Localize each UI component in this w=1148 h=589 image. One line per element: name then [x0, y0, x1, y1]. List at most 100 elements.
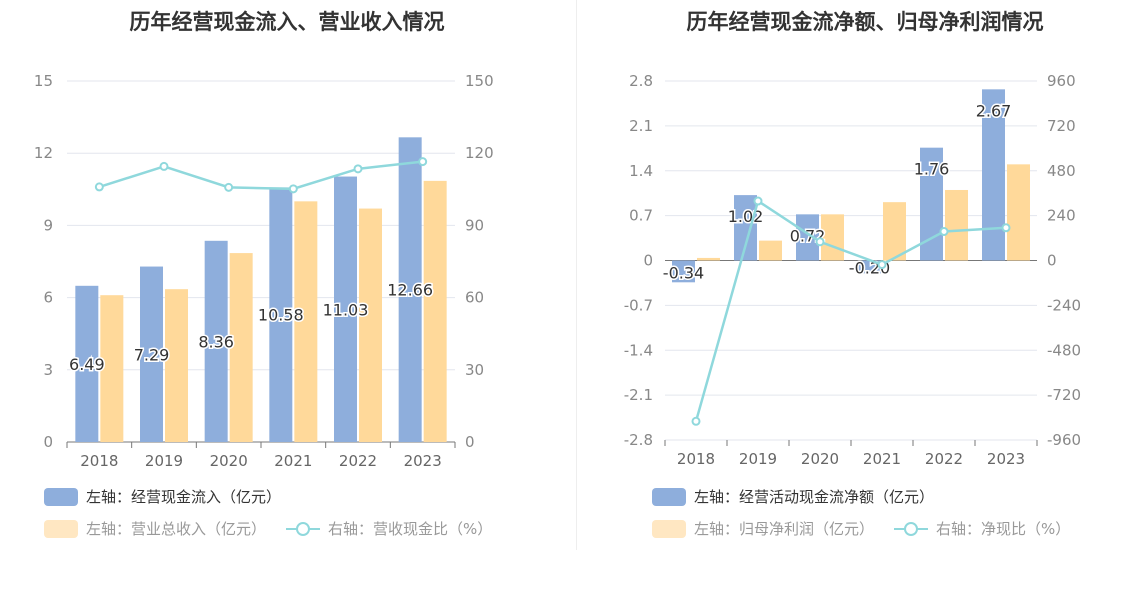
data-label: 8.36: [198, 332, 234, 351]
legend-swatch-blue: [652, 487, 686, 506]
legend-label: 左轴：经营活动现金流净额（亿元）: [694, 488, 935, 506]
x-tick-label: 2019: [739, 450, 777, 468]
bar-primary: [734, 195, 757, 261]
x-tick-label: 2020: [210, 452, 248, 470]
y-tick-label-left: 0.7: [629, 207, 653, 225]
bar-primary: [204, 240, 228, 442]
y-tick-label-right: -960: [1047, 431, 1081, 449]
line-point: [877, 260, 887, 270]
y-tick-label-left: -0.7: [624, 296, 653, 314]
y-tick-label-right: 120: [465, 144, 494, 162]
y-tick-label-right: 960: [1047, 72, 1076, 90]
data-label: 6.49: [69, 355, 105, 374]
line-series: [694, 199, 1007, 422]
line-point: [224, 182, 234, 192]
y-tick-label-right: 0: [1047, 252, 1057, 270]
legend-label[interactable]: 右轴：营收现金比（%）: [328, 520, 493, 538]
y-tick-label-left: 15: [34, 72, 53, 90]
y-tick-label-right: 0: [465, 433, 475, 451]
line-point: [1001, 223, 1011, 233]
data-label: 1.02: [728, 207, 764, 226]
x-tick-label: 2023: [404, 452, 442, 470]
y-tick-label-left: 0: [643, 252, 653, 270]
y-tick-label-right: 60: [465, 289, 484, 307]
x-tick-label: 2021: [274, 452, 312, 470]
bar-secondary: [423, 180, 447, 443]
y-tick-label-left: -1.4: [624, 341, 653, 359]
legend-line-icon: [894, 520, 929, 538]
data-label: 1.76: [914, 160, 950, 179]
legend-label[interactable]: 左轴：营业总收入（亿元）: [86, 520, 267, 538]
y-tick-label-right: -480: [1047, 341, 1081, 359]
y-tick-label-left: 2.8: [629, 72, 653, 90]
bar-primary: [858, 260, 881, 274]
data-label: 2.67: [976, 101, 1012, 120]
line-point: [288, 184, 298, 194]
data-label: 10.58: [258, 306, 304, 325]
line-point: [353, 164, 363, 174]
line-point: [939, 227, 949, 237]
x-tick-label: 2020: [801, 450, 839, 468]
y-tick-label-left: 1.4: [629, 162, 653, 180]
y-tick-label-left: 2.1: [629, 117, 653, 135]
bar-primary: [269, 187, 293, 442]
data-label: 7.29: [134, 345, 170, 364]
y-tick-label-right: -720: [1047, 386, 1081, 404]
y-tick-label-left: -2.1: [624, 386, 653, 404]
bar-secondary: [759, 240, 782, 261]
line-point: [418, 157, 428, 167]
legend-swatch-blue: [44, 487, 78, 506]
legend-label[interactable]: 右轴：净现比（%）: [936, 520, 1071, 538]
y-tick-label-right: 240: [1047, 207, 1076, 225]
line-point: [94, 182, 104, 192]
legend-line-icon: [286, 520, 321, 538]
bar-secondary: [945, 189, 968, 261]
y-tick-label-left: 0: [43, 433, 53, 451]
legend-row-left-2: 左轴：营业总收入（亿元） 右轴：营收现金比（%）: [44, 518, 492, 539]
x-tick-label: 2023: [987, 450, 1025, 468]
legend-label[interactable]: 左轴：归母净利润（亿元）: [694, 520, 875, 538]
y-tick-label-right: 90: [465, 216, 484, 234]
x-tick-label: 2018: [677, 450, 715, 468]
line-point: [159, 161, 169, 171]
y-tick-label-right: 480: [1047, 162, 1076, 180]
line-point: [753, 196, 763, 206]
legend-item-left-bar1[interactable]: 左轴：经营现金流入（亿元）: [44, 486, 281, 507]
y-tick-label-right: 150: [465, 72, 494, 90]
bar-secondary: [165, 289, 188, 442]
line-point: [691, 416, 701, 426]
legend-row-right-2: 左轴：归母净利润（亿元） 右轴：净现比（%）: [652, 518, 1070, 539]
y-tick-label-right: 720: [1047, 117, 1076, 135]
y-tick-label-left: -2.8: [624, 431, 653, 449]
y-tick-label-right: 30: [465, 361, 484, 379]
legend-label: 左轴：经营现金流入（亿元）: [86, 488, 282, 506]
bar-secondary: [697, 257, 720, 261]
y-tick-label-left: 9: [43, 216, 53, 234]
bar-primary: [672, 260, 695, 283]
bar-primary: [796, 214, 819, 261]
x-tick-label: 2022: [925, 450, 963, 468]
bar-secondary: [229, 253, 253, 442]
line-point: [815, 237, 825, 247]
legend-swatch-orange: [652, 519, 686, 538]
y-tick-label-left: 12: [34, 144, 53, 162]
bar-primary: [140, 266, 163, 442]
data-label: -0.34: [663, 264, 704, 283]
y-tick-label-left: 6: [43, 289, 53, 307]
y-tick-label-right: -240: [1047, 296, 1081, 314]
chart-title-left: 历年经营现金流入、营业收入情况: [129, 10, 445, 34]
bar-secondary: [359, 208, 382, 442]
bar-primary: [334, 176, 357, 442]
bar-secondary: [294, 201, 318, 442]
x-tick-label: 2022: [339, 452, 377, 470]
legend-item-right-bar1[interactable]: 左轴：经营活动现金流净额（亿元）: [652, 486, 934, 507]
x-tick-label: 2021: [863, 450, 901, 468]
x-tick-label: 2018: [80, 452, 118, 470]
line-series: [98, 160, 423, 191]
bar-secondary: [1007, 164, 1030, 261]
bar-primary: [75, 285, 99, 442]
panel-divider: [576, 0, 577, 550]
bar-secondary: [100, 295, 124, 442]
